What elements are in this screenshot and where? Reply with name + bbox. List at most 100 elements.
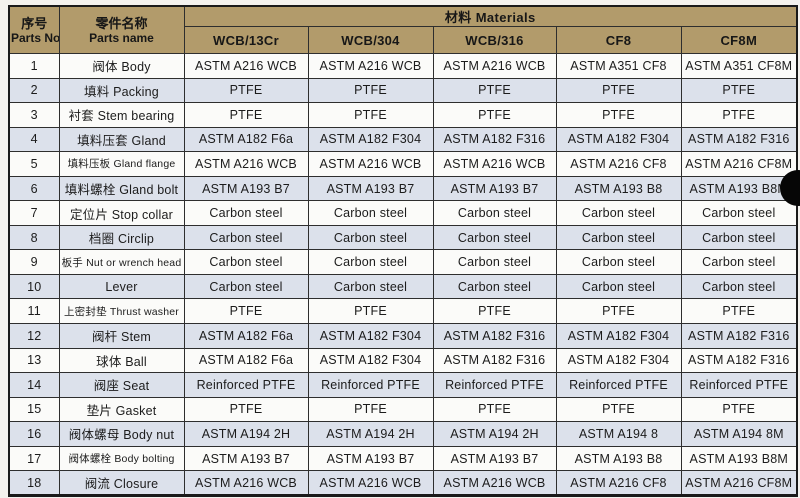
material-cell: PTFE <box>183 77 309 104</box>
table-row: 16 阀体螺母 Body nut ASTM A194 2H ASTM A194 2H A… <box>8 421 798 447</box>
table-row: 10 Lever Carbon steel Carbon steel Carbon st… <box>8 273 798 300</box>
material-cell: Reinforced PTFE <box>432 372 557 398</box>
material-cell: PTFE <box>555 396 682 423</box>
material-cell: ASTM A193 B7 <box>183 175 309 202</box>
table-row: 11 上密封垫 Thrust washer PTFE PTFE PTFE PTFE PTFE <box>8 298 798 325</box>
table-row: 15 垫片 Gasket PTFE PTFE PTFE PTFE PTFE <box>8 396 798 423</box>
material-cell: PTFE <box>432 102 557 128</box>
table-body: 1 阀体 Body ASTM A216 WCB ASTM A216 WCB ASTM A… <box>8 53 798 496</box>
material-cell: PTFE <box>183 102 309 128</box>
material-cell: ASTM A194 8 <box>555 421 682 447</box>
material-cell: ASTM A182 F6a <box>183 323 309 349</box>
header-parts-name: 零件名称 Parts name <box>58 5 185 54</box>
material-cell: ASTM A182 F6a <box>183 347 309 374</box>
material-cell: ASTM A182 F304 <box>307 323 434 349</box>
table-row: 14 阀座 Seat Reinforced PTFE Reinforced PTFE R… <box>8 372 798 398</box>
parts-no-cell: 15 <box>8 396 60 423</box>
material-cell: ASTM A194 2H <box>432 421 557 447</box>
material-cell: ASTM A193 B8 <box>555 445 682 472</box>
material-cell: Carbon steel <box>307 273 434 300</box>
header-material-column: WCB/316 <box>432 26 557 54</box>
parts-no-cell: 8 <box>8 224 60 251</box>
header-material-column: CF8 <box>555 26 682 54</box>
parts-no-cell: 12 <box>8 323 60 349</box>
material-cell: ASTM A193 B7 <box>307 445 434 472</box>
material-cell: Carbon steel <box>307 249 434 275</box>
material-cell: Carbon steel <box>183 273 309 300</box>
header-parts-name-en: Parts name <box>89 30 154 45</box>
material-cell: ASTM A216 WCB <box>307 151 434 177</box>
material-cell: ASTM A216 WCB <box>432 151 557 177</box>
material-cell: PTFE <box>555 102 682 128</box>
material-cell: ASTM A193 B8M <box>680 175 798 202</box>
material-cell: PTFE <box>555 298 682 325</box>
header-materials-group: 材料 Materials <box>183 5 798 27</box>
material-cell: ASTM A194 8M <box>680 421 798 447</box>
parts-no-cell: 1 <box>8 53 60 79</box>
material-cell: ASTM A193 B7 <box>183 445 309 472</box>
parts-name-cell: 填料螺栓 Gland bolt <box>58 175 185 202</box>
material-cell: Carbon steel <box>432 249 557 275</box>
parts-no-cell: 2 <box>8 77 60 104</box>
parts-name-cell: 球体 Ball <box>58 347 185 374</box>
table-row: 3 衬套 Stem bearing PTFE PTFE PTFE PTFE PTFE <box>8 102 798 128</box>
table-row: 18 阀流 Closure ASTM A216 WCB ASTM A216 WCB AS… <box>8 470 798 496</box>
material-cell: PTFE <box>183 298 309 325</box>
material-cell: Carbon steel <box>555 273 682 300</box>
material-cell: PTFE <box>307 298 434 325</box>
parts-no-cell: 9 <box>8 249 60 275</box>
material-cell: ASTM A216 CF8 <box>555 151 682 177</box>
material-cell: PTFE <box>183 396 309 423</box>
material-cell: PTFE <box>680 102 798 128</box>
header-parts-name-zh: 零件名称 <box>95 15 148 31</box>
material-cell: ASTM A193 B7 <box>432 445 557 472</box>
header-material-column: CF8M <box>680 26 798 54</box>
material-cell: PTFE <box>307 77 434 104</box>
parts-no-cell: 7 <box>8 200 60 226</box>
material-cell: ASTM A182 F6a <box>183 126 309 153</box>
material-cell: ASTM A351 CF8 <box>555 53 682 79</box>
material-cell: ASTM A193 B7 <box>307 175 434 202</box>
material-cell: Carbon steel <box>555 224 682 251</box>
material-cell: ASTM A193 B8M <box>680 445 798 472</box>
parts-name-cell: 板手 Nut or wrench head <box>58 249 185 275</box>
material-cell: Carbon steel <box>680 224 798 251</box>
table-row: 5 填料压板 Gland flange ASTM A216 WCB ASTM A216… <box>8 151 798 177</box>
table-row: 1 阀体 Body ASTM A216 WCB ASTM A216 WCB ASTM A… <box>8 53 798 79</box>
table-row: 9 板手 Nut or wrench head Carbon steel Carbon… <box>8 249 798 275</box>
material-cell: ASTM A216 CF8M <box>680 151 798 177</box>
material-cell: Carbon steel <box>183 224 309 251</box>
parts-name-cell: 填料压板 Gland flange <box>58 151 185 177</box>
parts-no-cell: 10 <box>8 273 60 300</box>
material-cell: ASTM A182 F304 <box>555 126 682 153</box>
table-row: 7 定位片 Stop collar Carbon steel Carbon steel… <box>8 200 798 226</box>
parts-no-cell: 4 <box>8 126 60 153</box>
material-cell: Reinforced PTFE <box>680 372 798 398</box>
parts-name-cell: 填料 Packing <box>58 77 185 104</box>
parts-name-cell: 阀体螺母 Body nut <box>58 421 185 447</box>
material-cell: ASTM A182 F316 <box>680 347 798 374</box>
material-cell: Carbon steel <box>680 273 798 300</box>
material-cell: Reinforced PTFE <box>183 372 309 398</box>
header-material-column: WCB/304 <box>307 26 434 54</box>
material-cell: PTFE <box>680 396 798 423</box>
table-row: 2 填料 Packing PTFE PTFE PTFE PTFE PTFE <box>8 77 798 104</box>
parts-no-cell: 16 <box>8 421 60 447</box>
parts-name-cell: 阀体 Body <box>58 53 185 79</box>
material-cell: PTFE <box>680 77 798 104</box>
parts-no-cell: 18 <box>8 470 60 496</box>
parts-no-cell: 5 <box>8 151 60 177</box>
material-cell: ASTM A182 F316 <box>680 126 798 153</box>
material-cell: Reinforced PTFE <box>555 372 682 398</box>
header-parts-no-zh: 序号 <box>21 15 48 31</box>
material-cell: Reinforced PTFE <box>307 372 434 398</box>
material-cell: ASTM A182 F304 <box>555 323 682 349</box>
material-cell: ASTM A182 F304 <box>555 347 682 374</box>
parts-name-cell: 阀座 Seat <box>58 372 185 398</box>
material-cell: Carbon steel <box>183 200 309 226</box>
parts-name-cell: 上密封垫 Thrust washer <box>58 298 185 325</box>
table-row: 6 填料螺栓 Gland bolt ASTM A193 B7 ASTM A193 B7… <box>8 175 798 202</box>
material-cell: ASTM A194 2H <box>307 421 434 447</box>
material-cell: PTFE <box>307 102 434 128</box>
